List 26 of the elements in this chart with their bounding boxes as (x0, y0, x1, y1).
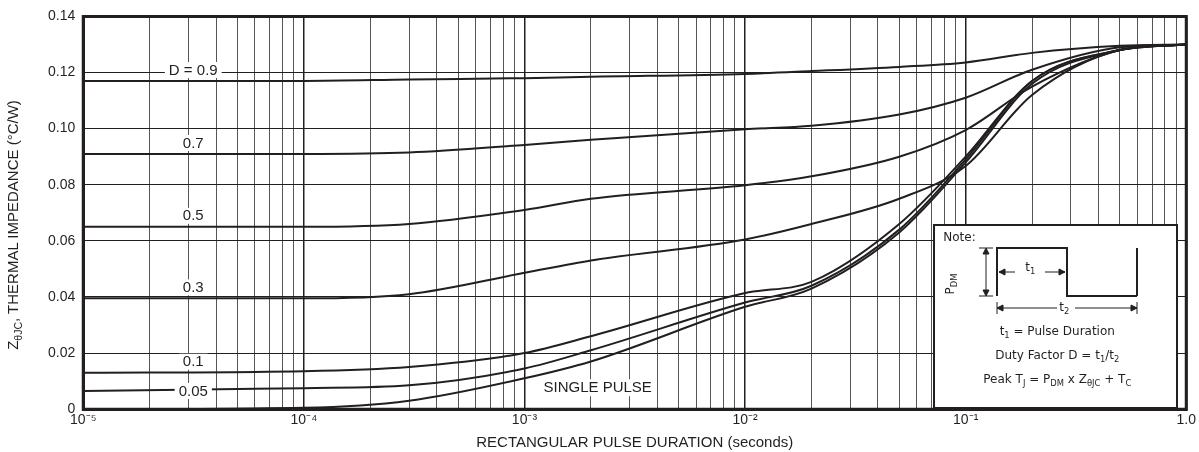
series-label: 0.1 (182, 352, 204, 370)
series-label: D = 0.9 (168, 60, 218, 78)
y-tick-label: 0.10 (48, 119, 76, 136)
series-label: SINGLE PULSE (543, 377, 652, 395)
x-tick-label: 10⁻¹ (953, 411, 979, 428)
series-label: 0.3 (182, 278, 204, 296)
annotation: Note: (941, 230, 978, 245)
x-tick-label: 10⁻⁴ (290, 411, 318, 428)
series-label: 0.05 (178, 381, 208, 399)
y-tick-label: 0.14 (48, 7, 76, 24)
x-tick-label: 10⁻³ (511, 411, 538, 428)
y-tick-label: 0.02 (48, 343, 76, 360)
annotation: t$_{2}$ (1057, 300, 1072, 317)
annotation: t$_{1}$ = Pulse Duration (997, 324, 1117, 341)
y-tick-label: 0.12 (48, 63, 76, 80)
x-tick-label: 10⁻² (732, 411, 759, 428)
series-label: 0.5 (182, 206, 204, 224)
y-tick-label: 0.08 (48, 175, 76, 192)
x-axis-title: RECTANGULAR PULSE DURATION (seconds) (476, 433, 794, 451)
x-tick-label: 1.0 (1176, 411, 1197, 428)
y-tick-label: 0.04 (48, 287, 76, 304)
annotation: Peak T$_{J}$ = P$_{DM}$ x Z$_{θJC}$ + T$_{C}$ (981, 372, 1134, 389)
annotation: Duty Factor D = t$_{1}$/t$_{2}$ (993, 348, 1122, 365)
annotation: t$_{1}$ (1023, 260, 1038, 277)
y-tick-label: 0.06 (48, 231, 76, 248)
series-label: 0.7 (182, 133, 204, 151)
